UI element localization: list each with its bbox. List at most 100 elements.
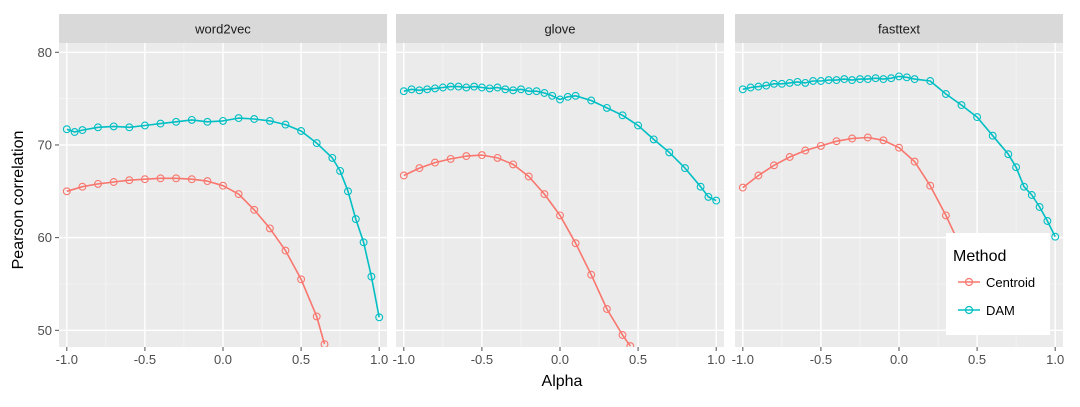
data-point-dam [78,126,87,135]
data-point-centroid [415,164,424,173]
data-point-centroid [297,275,306,284]
data-point-centroid [910,157,919,166]
data-point-dam [665,148,674,157]
x-tick-label: -1.0 [393,352,415,367]
facet-title-fasttext: fasttext [878,22,920,37]
data-point-centroid [320,340,329,347]
data-point-centroid [863,133,872,142]
data-point-dam [649,135,658,144]
data-point-centroid [556,211,564,220]
data-point-centroid [785,153,794,161]
data-point-dam [746,83,755,92]
x-tick-label: 0.5 [292,352,310,367]
data-point-centroid [524,172,533,181]
data-point-dam [754,82,763,91]
data-point-centroid [140,175,149,184]
data-point-dam [493,83,502,92]
data-point-dam [485,84,494,93]
data-point-dam [1035,203,1044,211]
x-axis-title: Alpha [542,373,583,390]
series-line-centroid [66,177,326,345]
data-point-dam [793,77,802,86]
series-line-dam [66,117,380,318]
data-point-centroid [816,141,825,150]
data-point-centroid [172,174,181,183]
legend-title: Method [953,248,1006,265]
data-point-centroid [265,224,274,233]
data-point-dam [140,121,149,130]
series-line-centroid [403,154,631,347]
data-point-centroid [312,312,321,321]
data-point-dam [517,85,525,94]
plot-data-word2vec [62,114,384,347]
legend-background [946,233,1050,335]
data-point-centroid [626,342,635,347]
x-tick-label: -0.5 [810,352,832,367]
data-point-dam [926,77,935,85]
data-point-centroid [281,246,290,255]
data-point-dam [712,196,721,205]
data-point-centroid [125,176,134,185]
plot-data-fasttext [738,72,1060,272]
data-point-dam [879,75,888,84]
data-point-centroid [832,137,841,146]
y-tick-label: 50 [38,323,52,338]
data-point-centroid [801,146,810,155]
data-point-dam [509,86,518,95]
data-point-dam [70,128,79,136]
legend-label-centroid: Centroid [986,275,1035,290]
data-point-dam [785,78,794,87]
panels-layer: word2vec -1.0 -0.5 0.0 0.5 1.0 50 60 70 80 glove -1… [38,14,1064,367]
data-point-centroid [94,179,102,188]
data-point-dam [524,87,533,96]
data-point-dam [62,125,71,134]
data-point-centroid [738,183,747,192]
y-tick-label: 60 [38,230,52,245]
x-tick-label: 1.0 [1046,352,1064,367]
axes-layer: Pearson correlation Alpha [10,131,583,390]
data-point-dam [871,74,880,83]
data-point-dam [297,127,306,135]
data-point-centroid [509,160,518,169]
data-point-centroid [109,178,118,186]
data-point-centroid [587,270,596,279]
data-point-dam [777,79,786,88]
facet-strip-fasttext [735,14,1063,43]
data-point-centroid [156,174,165,183]
data-point-dam [957,101,966,110]
data-point-dam [94,123,102,132]
data-point-dam [336,166,345,175]
data-point-centroid [540,190,549,199]
data-point-centroid [602,305,611,313]
data-point-dam [407,85,416,94]
data-point-dam [816,77,825,85]
facet-title-glove: glove [544,22,575,37]
data-point-dam [895,72,903,81]
data-point-dam [1027,191,1036,199]
data-point-dam [501,85,510,94]
facet-strip-word2vec [59,14,387,43]
data-point-dam [571,91,580,100]
x-tick-label: 0.0 [214,352,232,367]
data-point-dam [704,192,713,201]
data-point-dam [770,79,778,88]
y-axis-title: Pearson correlation [10,131,27,270]
data-point-dam [973,113,982,122]
data-point-dam [367,272,376,281]
data-point-dam [446,82,455,91]
data-point-dam [563,92,572,101]
data-point-dam [203,117,212,126]
x-tick-label: 0.5 [629,352,647,367]
data-point-centroid [203,177,212,186]
data-point-dam [351,215,360,224]
x-tick-label: 0.0 [551,352,569,367]
y-tick-label: 70 [38,137,52,152]
series-line-dam [403,85,717,202]
x-tick-label: -1.0 [732,352,754,367]
data-point-dam [634,121,643,130]
data-point-dam [848,76,857,85]
data-point-dam [556,95,564,104]
data-point-dam [234,114,243,123]
data-point-dam [250,115,259,123]
legend-label-dam: DAM [986,303,1015,318]
